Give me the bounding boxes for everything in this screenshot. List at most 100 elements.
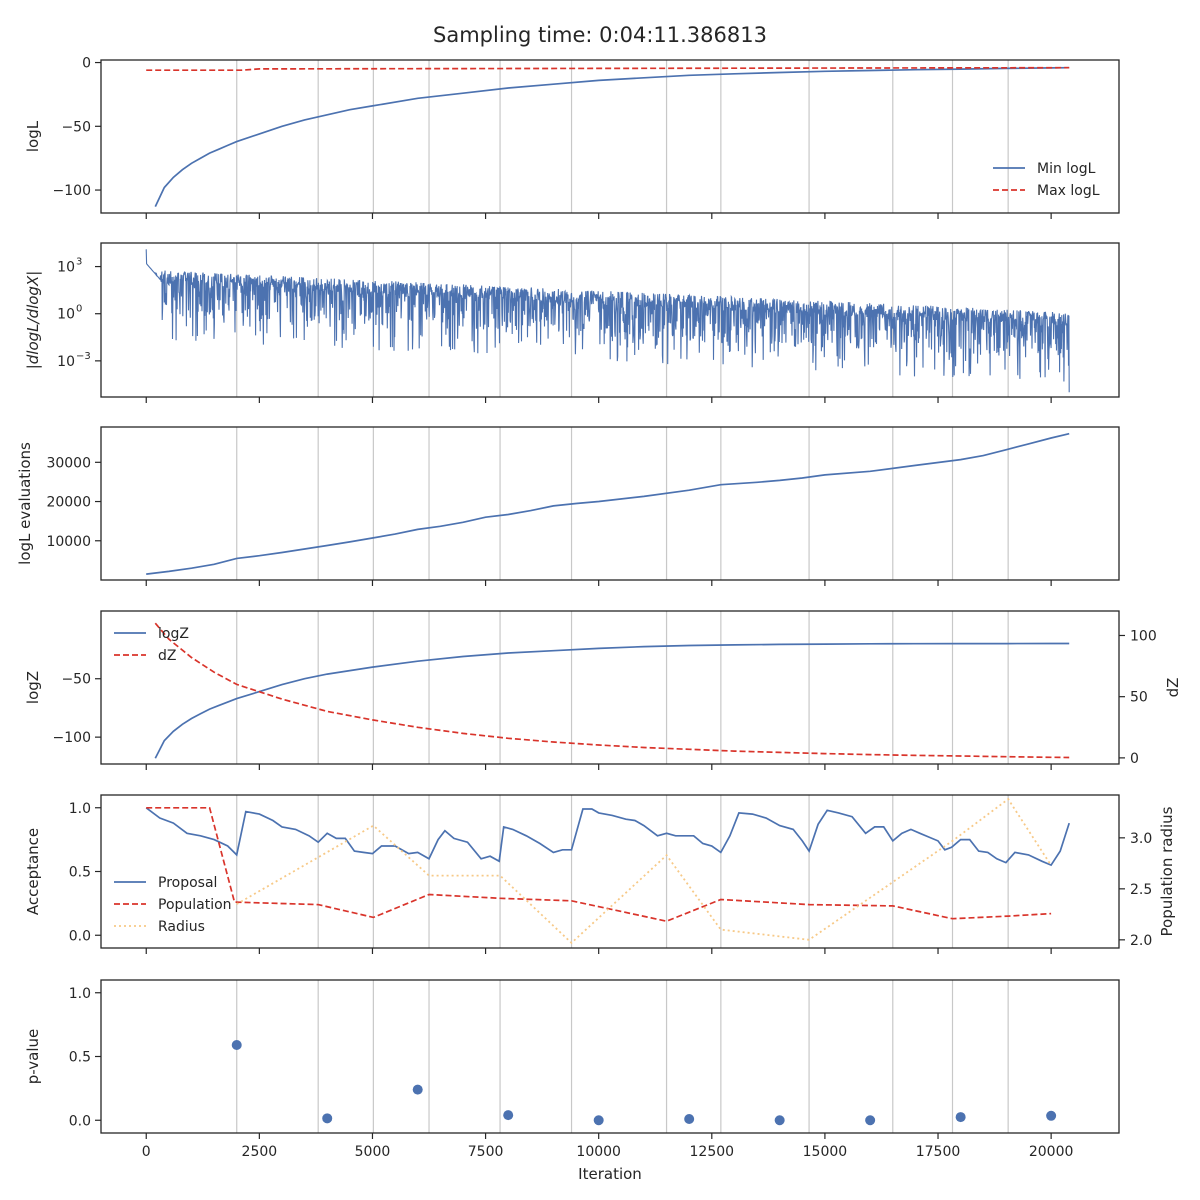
series-evals-0 [146, 432, 1070, 575]
y-tick-exponent: 3 [76, 257, 82, 268]
figure-title: Sampling time: 0:04:11.386813 [433, 23, 767, 47]
y2-ticks: 100 50 0 [1119, 628, 1157, 767]
x-tick-label: 5000 [355, 1144, 391, 1160]
y-tick-label: 10000 [46, 534, 91, 550]
data-point [955, 1112, 966, 1123]
y-tick-label: −50 [61, 119, 91, 135]
axes-frame [100, 426, 1120, 581]
y-tick-label: 0.5 [69, 865, 91, 881]
plot-area [145, 797, 1071, 945]
y-axis-label: logL [24, 120, 42, 152]
x-tick-label: 2500 [242, 1144, 278, 1160]
y-tick-label: 0.5 [69, 1050, 91, 1066]
series-radius [236, 797, 1052, 945]
x-ticks: 0 2500 5000 7500 10000 12500 15000 17500 20000 [142, 1133, 1074, 1160]
insertion-lines [236, 795, 1009, 948]
x-ticks [145, 764, 1052, 770]
plot-area [146, 66, 1070, 207]
legend-label: Proposal [158, 875, 217, 891]
y-ticks: 10000 20000 30000 [46, 455, 101, 550]
legend-label: Population [158, 897, 232, 913]
data-point [1046, 1110, 1057, 1121]
data-point [593, 1115, 604, 1126]
insertion-lines [236, 980, 1009, 1133]
y2-ticks: 3.0 2.5 2.0 [1119, 831, 1152, 949]
y2-tick-label: 0 [1130, 751, 1139, 767]
series-min-logl [154, 66, 1070, 207]
axes-frame [100, 59, 1120, 214]
x-tick-label: 17500 [916, 1144, 961, 1160]
y-tick-label: −100 [53, 730, 91, 746]
plot-area [231, 1040, 1057, 1126]
panel-evals: 10000 20000 30000 logL evaluations [16, 426, 1120, 586]
y2-tick-label: 100 [1130, 628, 1157, 644]
y-tick-label: −100 [53, 183, 91, 199]
y-tick-exponent: −3 [76, 351, 91, 362]
data-point [865, 1115, 876, 1126]
panel-dlogl: 10 310 010 −3|dlogL/dlogX| [24, 242, 1120, 403]
data-point [322, 1113, 333, 1124]
legend-label: Radius [158, 919, 205, 935]
y-tick-label: 0.0 [69, 928, 91, 944]
legend: Min logL Max logL [993, 161, 1100, 199]
y-tick-label: 20000 [46, 495, 91, 511]
series-dz [154, 622, 1070, 759]
legend-label: logZ [158, 626, 189, 642]
y2-axis-label: Population radius [1158, 806, 1176, 936]
x-ticks [145, 397, 1052, 403]
x-tick-label: 15000 [803, 1144, 848, 1160]
legend-label: Min logL [1037, 161, 1096, 177]
y-axis-label: logL evaluations [16, 442, 34, 565]
y-tick-label: 30000 [46, 455, 91, 471]
series-max-logl [146, 66, 1070, 72]
plot-area [145, 249, 1070, 393]
x-tick-label: 0 [142, 1144, 151, 1160]
y-axis-label: logZ [24, 671, 42, 704]
y-tick-exponent: 0 [76, 304, 82, 315]
y-tick-label: −50 [61, 672, 91, 688]
y-tick-label: 0 [82, 56, 91, 72]
y-tick-label: 10 [57, 307, 75, 323]
panel-logl: 0 −50 −100 logL Min logL Max logL [24, 56, 1120, 219]
x-tick-label: 10000 [576, 1144, 621, 1160]
legend: Proposal Population Radius [114, 875, 232, 935]
data-point [774, 1115, 785, 1126]
y-tick-label: 0.0 [69, 1113, 91, 1129]
insertion-lines [236, 611, 1009, 764]
y-tick-label: 1.0 [69, 986, 91, 1002]
series-pvalue-0 [231, 1040, 1057, 1126]
x-ticks [145, 580, 1052, 586]
legend-label: dZ [158, 648, 176, 664]
x-tick-label: 20000 [1029, 1144, 1074, 1160]
panel-logz: −50 −100 logZ 100 50 0 dZ logZ dZ [24, 610, 1182, 770]
y-tick-label: 10 [57, 260, 75, 276]
series-population [146, 806, 1052, 923]
y2-tick-label: 50 [1130, 690, 1148, 706]
plot-area [154, 622, 1070, 759]
axes-frame [100, 242, 1120, 398]
axes-frame [100, 979, 1120, 1134]
y2-tick-label: 2.5 [1130, 882, 1152, 898]
insertion-lines [236, 427, 1009, 580]
y-axis-label: p-value [24, 1029, 42, 1085]
insertion-lines [236, 60, 1009, 213]
x-ticks [145, 213, 1052, 219]
y2-tick-label: 2.0 [1130, 933, 1152, 949]
y-axis-label: Acceptance [24, 828, 42, 915]
y-ticks: 0 −50 −100 [53, 56, 101, 199]
data-point [503, 1110, 514, 1121]
y-ticks: −50 −100 [53, 672, 101, 746]
y-axis-label: |dlogL/dlogX| [24, 271, 42, 370]
y-tick-label: 10 [57, 354, 75, 370]
y-ticks: 1.0 0.5 0.0 [69, 986, 101, 1129]
y-tick-label: 1.0 [69, 801, 91, 817]
y2-axis-label: dZ [1164, 678, 1182, 698]
panel-pvalue: 0 2500 5000 7500 10000 12500 15000 17500 20000 1.… [24, 979, 1120, 1160]
panel-acceptance: 1.0 0.5 0.0 Acceptance 3.0 2.5 2.0 Population r… [24, 794, 1176, 954]
axes-frame [100, 610, 1120, 765]
data-point [412, 1084, 423, 1095]
axes-frame [100, 794, 1120, 949]
series-logz [154, 642, 1070, 759]
